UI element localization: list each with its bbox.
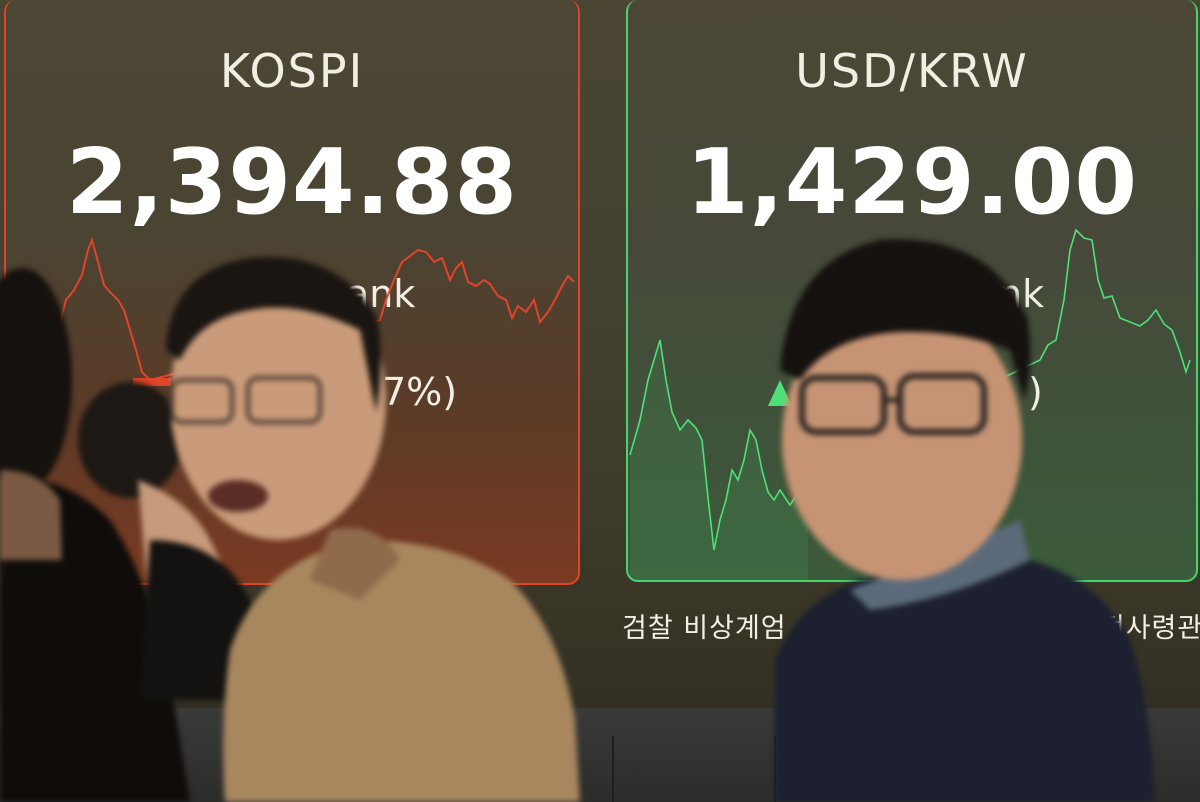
usdkrw-sparkline-fill xyxy=(630,340,808,580)
person-center xyxy=(166,257,581,802)
kospi-down-marker xyxy=(133,378,171,386)
kospi-value: 2,394.88 xyxy=(65,130,519,235)
news-ticker-left: 검찰 비상계엄 xyxy=(622,613,787,644)
usdkrw-change-percent: ) xyxy=(1028,370,1043,414)
usdkrw-sparkline xyxy=(629,228,1191,551)
usdkrw-title: USD/KRW xyxy=(795,44,1029,98)
kospi-sparkline xyxy=(57,236,575,382)
kospi-change-percent: 7%) xyxy=(382,370,458,414)
kospi-title: KOSPI xyxy=(219,44,365,98)
person-far-left xyxy=(0,268,190,802)
usdkrw-value: 1,429.00 xyxy=(685,130,1139,235)
person-right xyxy=(775,239,1155,802)
wall-seam xyxy=(612,736,614,802)
